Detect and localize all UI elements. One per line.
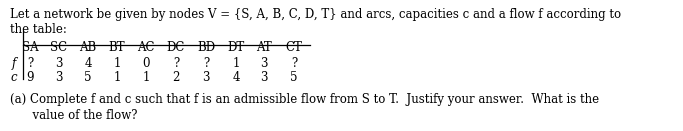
Text: 1: 1 — [113, 71, 121, 84]
Text: ?: ? — [203, 57, 209, 70]
Text: 3: 3 — [260, 57, 268, 70]
Text: 1: 1 — [232, 57, 240, 70]
Text: 4: 4 — [232, 71, 240, 84]
Text: 2: 2 — [172, 71, 180, 84]
Text: 5: 5 — [84, 71, 92, 84]
Text: 1: 1 — [142, 71, 150, 84]
Text: 3: 3 — [55, 57, 63, 70]
Text: AT: AT — [256, 41, 272, 54]
Text: 1: 1 — [113, 57, 121, 70]
Text: DT: DT — [227, 41, 245, 54]
Text: value of the flow?: value of the flow? — [10, 109, 137, 122]
Text: BD: BD — [197, 41, 215, 54]
Text: AC: AC — [137, 41, 155, 54]
Text: ?: ? — [173, 57, 179, 70]
Text: 3: 3 — [260, 71, 268, 84]
Text: SC: SC — [51, 41, 68, 54]
Text: 3: 3 — [202, 71, 210, 84]
Text: SA: SA — [22, 41, 38, 54]
Text: DC: DC — [167, 41, 185, 54]
Text: ?: ? — [27, 57, 33, 70]
Text: 4: 4 — [84, 57, 92, 70]
Text: BT: BT — [109, 41, 125, 54]
Text: (a) Complete f and c such that f is an admissible flow from S to T.  Justify you: (a) Complete f and c such that f is an a… — [10, 93, 599, 106]
Text: ?: ? — [291, 57, 297, 70]
Text: Let a network be given by nodes V = {S, A, B, C, D, T} and arcs, capacities c an: Let a network be given by nodes V = {S, … — [10, 8, 621, 21]
Text: 3: 3 — [55, 71, 63, 84]
Text: f: f — [12, 57, 16, 70]
Text: 9: 9 — [26, 71, 33, 84]
Text: 0: 0 — [142, 57, 150, 70]
Text: AB: AB — [79, 41, 96, 54]
Text: the table:: the table: — [10, 23, 67, 36]
Text: c: c — [11, 71, 17, 84]
Text: CT: CT — [285, 41, 303, 54]
Text: 5: 5 — [290, 71, 298, 84]
